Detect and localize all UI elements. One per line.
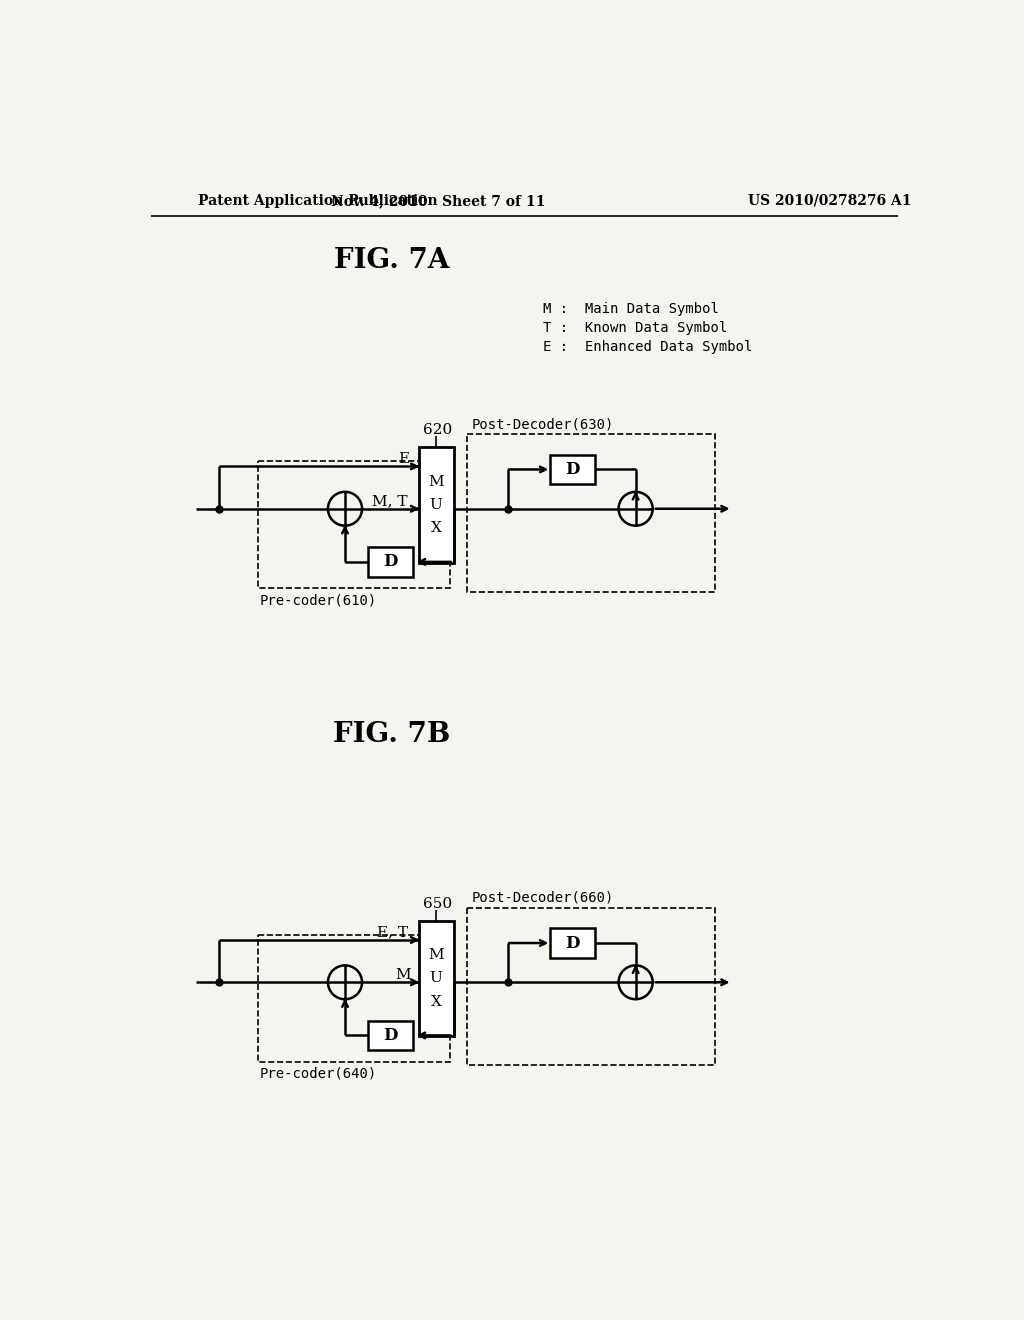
Text: FIG. 7B: FIG. 7B (333, 721, 451, 748)
Text: M: M (428, 948, 443, 962)
Text: E: E (398, 451, 410, 466)
Text: D: D (565, 461, 581, 478)
Bar (467, 908, 716, 1065)
Bar (258, 461, 451, 589)
Text: Nov. 4, 2010   Sheet 7 of 11: Nov. 4, 2010 Sheet 7 of 11 (331, 194, 545, 207)
Text: D: D (383, 553, 398, 570)
Bar (419, 921, 454, 1036)
Bar (550, 928, 595, 958)
Text: D: D (565, 935, 581, 952)
Text: M: M (428, 475, 443, 488)
Bar (369, 548, 414, 577)
Text: M, T: M, T (373, 494, 408, 508)
Text: U: U (430, 498, 442, 512)
Text: M :  Main Data Symbol: M : Main Data Symbol (543, 301, 719, 315)
Text: US 2010/0278276 A1: US 2010/0278276 A1 (748, 194, 911, 207)
Text: FIG. 7A: FIG. 7A (334, 247, 450, 275)
Text: T :  Known Data Symbol: T : Known Data Symbol (543, 321, 727, 335)
Text: E, T: E, T (377, 925, 408, 940)
Text: Post-Decoder(660): Post-Decoder(660) (471, 891, 613, 904)
Text: E :  Enhanced Data Symbol: E : Enhanced Data Symbol (543, 341, 752, 354)
Text: U: U (430, 972, 442, 986)
Text: M: M (395, 968, 411, 982)
Bar (258, 935, 451, 1061)
Text: 620: 620 (423, 424, 453, 437)
Text: 650: 650 (423, 896, 453, 911)
Text: Pre-coder(640): Pre-coder(640) (260, 1067, 377, 1081)
Text: Patent Application Publication: Patent Application Publication (198, 194, 437, 207)
Bar (419, 447, 454, 562)
Text: D: D (383, 1027, 398, 1044)
Text: X: X (431, 521, 441, 535)
Bar (369, 1020, 414, 1051)
Bar (550, 455, 595, 484)
Text: Pre-coder(610): Pre-coder(610) (260, 594, 377, 607)
Bar (467, 434, 716, 591)
Text: X: X (431, 994, 441, 1008)
Text: Post-Decoder(630): Post-Decoder(630) (471, 417, 613, 432)
